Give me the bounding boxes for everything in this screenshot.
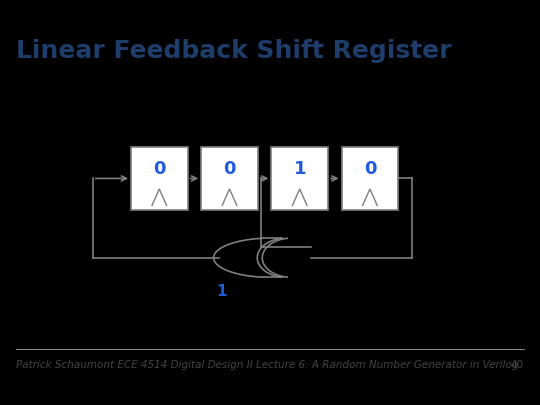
- Bar: [342, 147, 399, 210]
- Text: 1: 1: [217, 284, 227, 299]
- Text: 1: 1: [293, 160, 306, 178]
- Text: 40: 40: [511, 360, 524, 370]
- Text: 0: 0: [153, 160, 166, 178]
- Text: 0: 0: [363, 160, 376, 178]
- Text: Patrick Schaumont ECE 4514 Digital Design II Lecture 6: A Random Number Generato: Patrick Schaumont ECE 4514 Digital Desig…: [16, 360, 519, 370]
- Bar: [272, 147, 328, 210]
- Bar: [201, 147, 258, 210]
- Text: 0: 0: [223, 160, 236, 178]
- Bar: [131, 147, 188, 210]
- Text: Linear Feedback Shift Register: Linear Feedback Shift Register: [16, 38, 451, 62]
